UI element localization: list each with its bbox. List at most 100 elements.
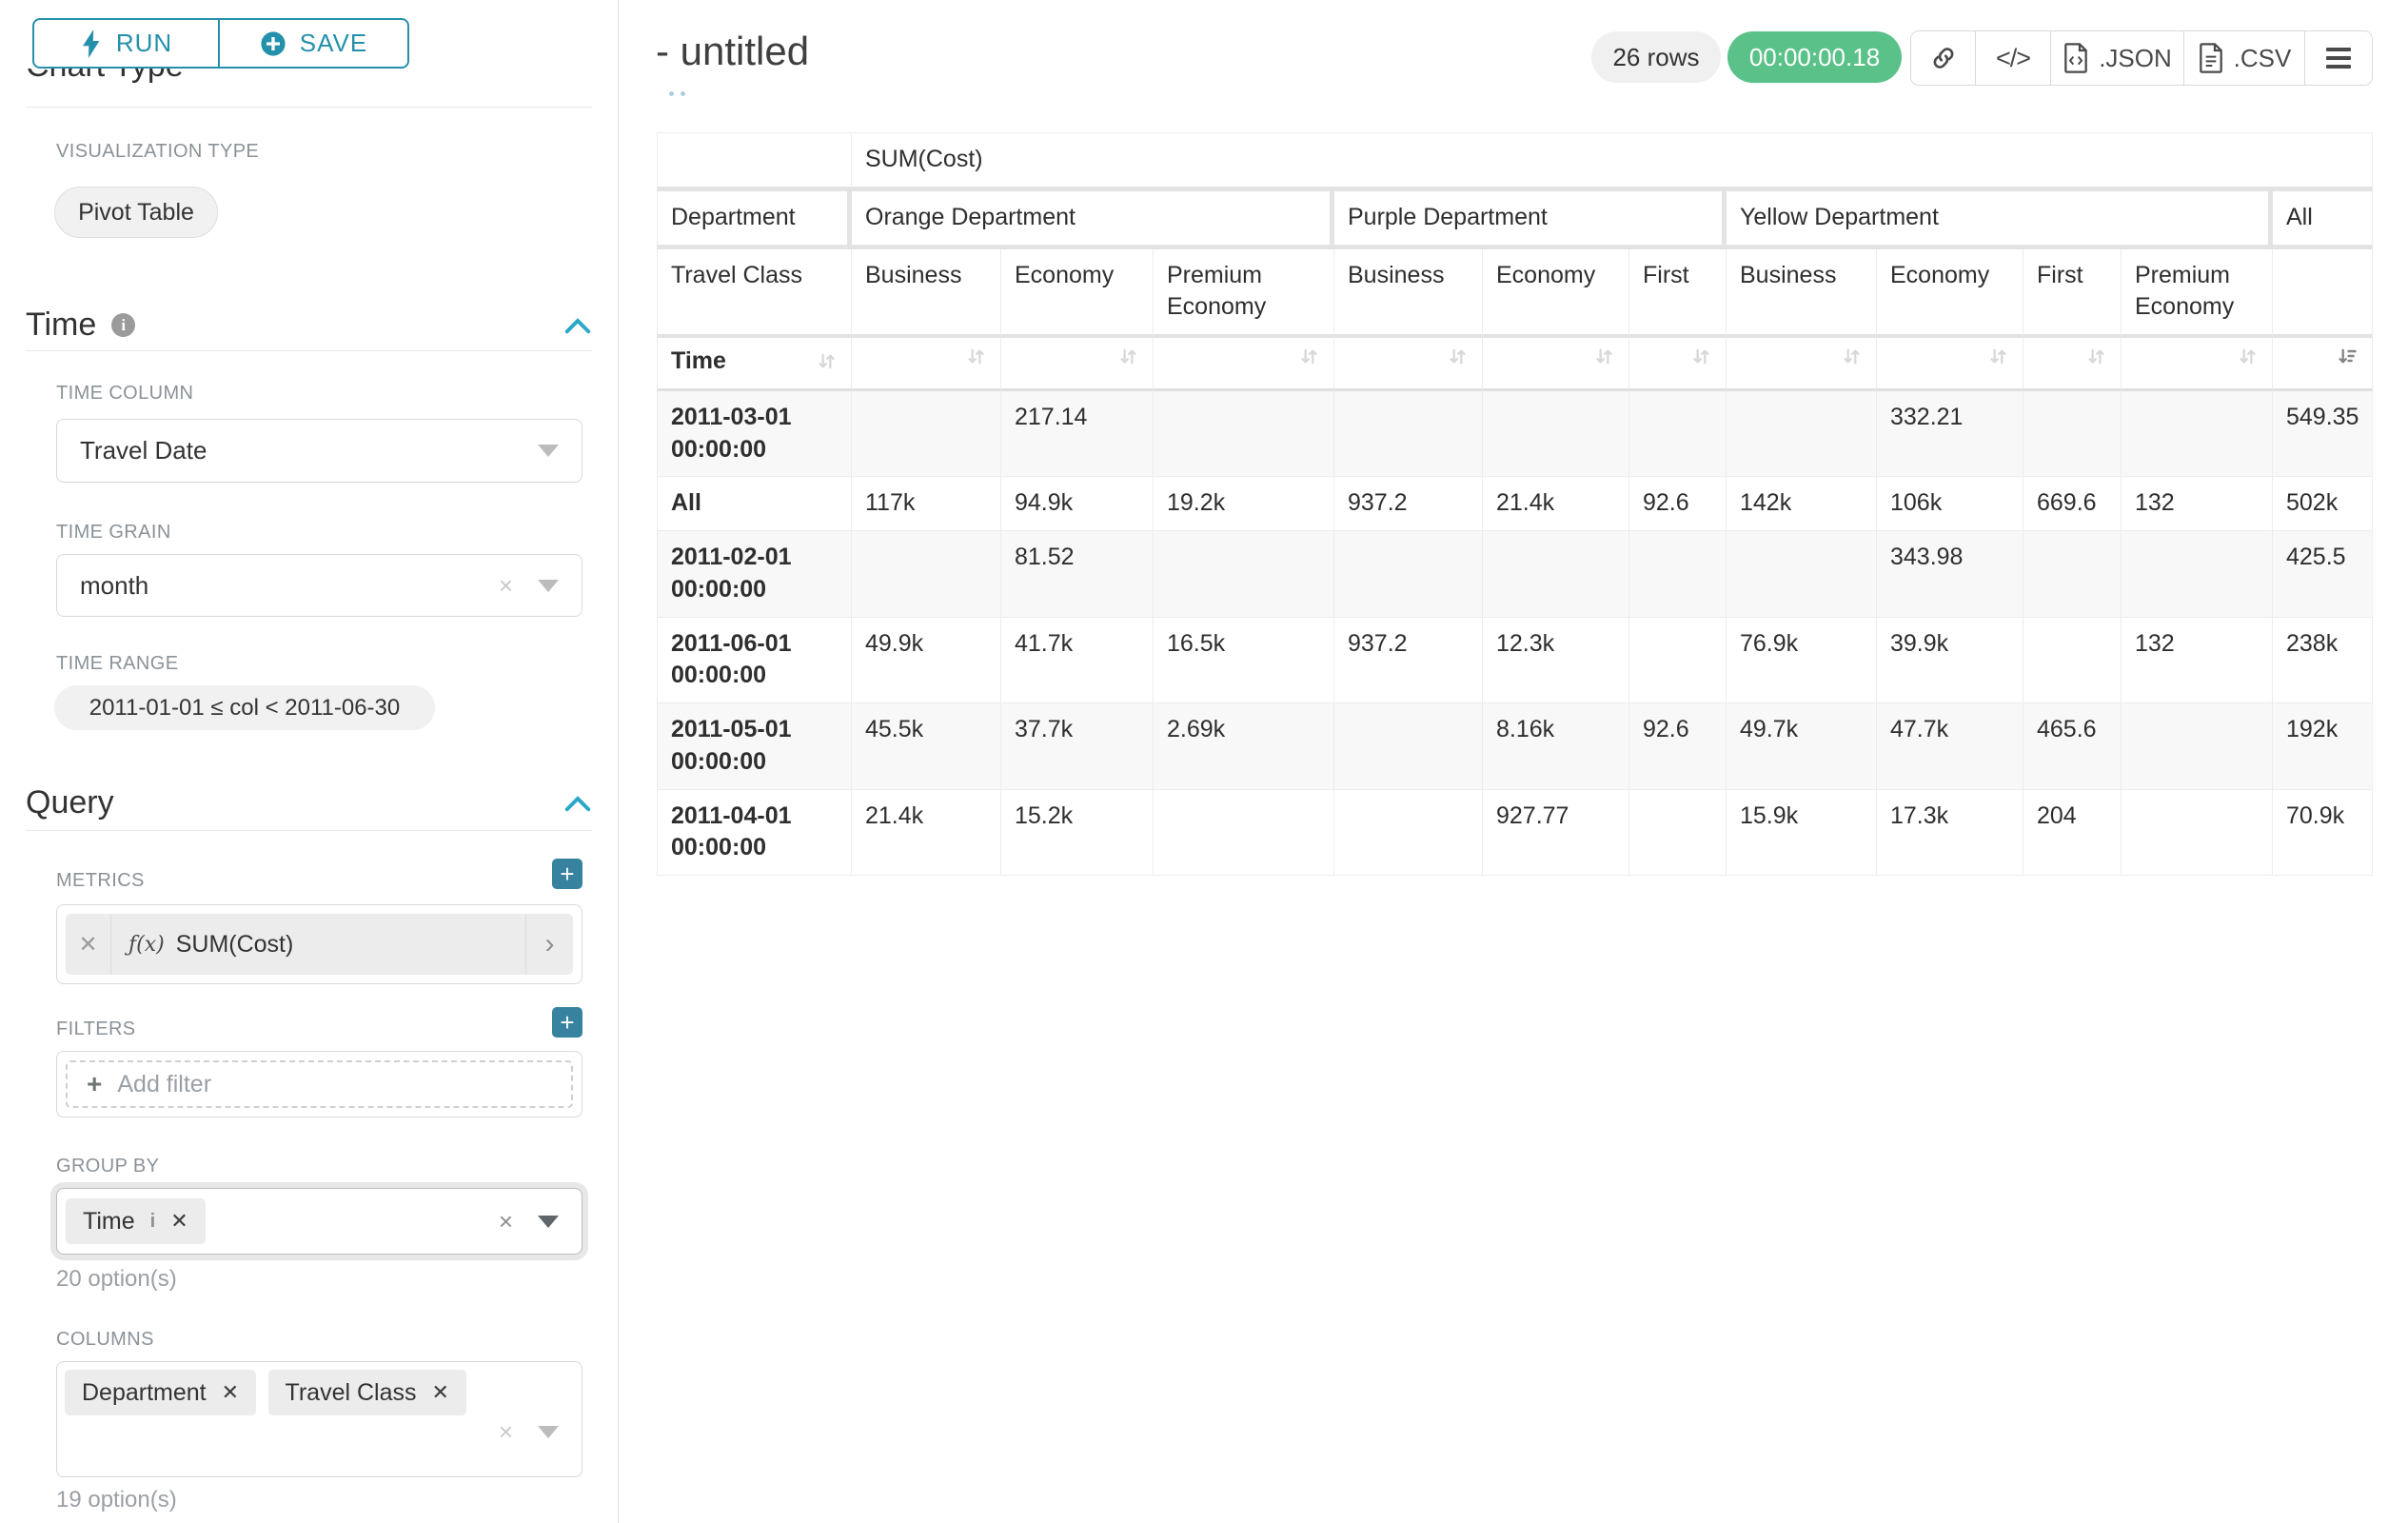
clear-icon[interactable]: ×: [498, 570, 513, 600]
pivot-axis-header: Department: [657, 190, 852, 249]
pivot-cell: 45.5k: [852, 703, 1001, 790]
time-grain-label: TIME GRAIN: [56, 522, 171, 543]
sort-icon: [2240, 348, 2256, 365]
chart-title[interactable]: - untitled: [656, 29, 810, 73]
chevron-up-icon[interactable]: [563, 315, 592, 336]
pivot-cell: 76.9k: [1727, 617, 1877, 703]
sort-toggle[interactable]: [2122, 338, 2273, 391]
pivot-cell: 343.98: [1877, 531, 2023, 618]
add-filter-button[interactable]: + Add filter: [66, 1060, 573, 1108]
pivot-cell: [2122, 390, 2273, 478]
pivot-cell: 16.5k: [1154, 617, 1334, 703]
chevron-up-icon[interactable]: [563, 793, 592, 814]
query-section-header[interactable]: Query: [26, 784, 592, 821]
clear-icon[interactable]: ×: [498, 1417, 513, 1446]
time-grain-select[interactable]: month ×: [56, 554, 582, 617]
pivot-row-label: 2011-02-01 00:00:00: [657, 531, 852, 618]
time-section-header[interactable]: Time i: [26, 307, 592, 344]
pivot-corner-cell: [657, 132, 852, 191]
pivot-cell: 192k: [2273, 703, 2374, 790]
pivot-cell: 47.7k: [1877, 703, 2023, 790]
chevron-right-icon[interactable]: ›: [525, 914, 573, 975]
time-section-title: Time: [26, 307, 97, 343]
file-code-icon: [2064, 43, 2088, 73]
info-icon[interactable]: i: [111, 313, 136, 337]
visualization-type-label: VISUALIZATION TYPE: [56, 141, 260, 162]
group-by-chip[interactable]: Time i ✕: [66, 1198, 206, 1244]
save-button[interactable]: SAVE: [219, 18, 409, 69]
time-column-label: TIME COLUMN: [56, 383, 194, 404]
filters-label: FILTERS: [56, 1019, 136, 1039]
columns-chip[interactable]: Department ✕: [65, 1370, 257, 1415]
pivot-col-header: First: [2023, 248, 2122, 338]
code-icon: </>: [1995, 43, 2031, 72]
lightning-icon: [82, 29, 100, 58]
add-metric-button[interactable]: +: [552, 859, 582, 889]
share-link-button[interactable]: [1911, 31, 1976, 85]
metric-chip[interactable]: ✕ ƒ(x) SUM(Cost) ›: [66, 914, 573, 975]
remove-chip-icon[interactable]: ✕: [221, 1380, 240, 1404]
pivot-cell: [1334, 531, 1483, 618]
add-filter-plus-button[interactable]: +: [552, 1007, 582, 1038]
embed-code-button[interactable]: </>: [1976, 31, 2051, 85]
pivot-cell: 70.9k: [2273, 789, 2374, 876]
pivot-metric-header: SUM(Cost): [852, 132, 2374, 191]
table-row: 2011-05-01 00:00:00 45.5k 37.7k 2.69k 8.16k 9…: [657, 703, 2374, 790]
resize-handle-dots[interactable]: [669, 91, 685, 96]
columns-chip[interactable]: Travel Class ✕: [267, 1370, 466, 1415]
pivot-cell: 106k: [1877, 477, 2023, 531]
remove-chip-icon[interactable]: ✕: [431, 1380, 449, 1404]
section-divider: [26, 350, 592, 351]
filters-box: + Add filter: [56, 1051, 582, 1118]
clear-icon[interactable]: ×: [498, 1206, 513, 1236]
sort-toggle[interactable]: [852, 338, 1001, 391]
pivot-cell: [1334, 703, 1483, 790]
sort-toggle[interactable]: Time: [657, 338, 852, 391]
columns-select[interactable]: Department ✕ Travel Class ✕ ×: [56, 1361, 582, 1477]
export-csv-button[interactable]: .CSV: [2184, 31, 2305, 85]
pivot-cell: [1334, 390, 1483, 478]
pivot-cell: [1727, 390, 1877, 478]
pivot-cell: 21.4k: [852, 789, 1001, 876]
remove-chip-icon[interactable]: ✕: [170, 1209, 188, 1233]
pivot-group-header: Purple Department: [1334, 190, 1727, 249]
sort-toggle[interactable]: [1629, 338, 1727, 391]
pivot-cell: 41.7k: [1001, 617, 1154, 703]
visualization-type-pill[interactable]: Pivot Table: [54, 187, 218, 238]
pivot-cell: 2.69k: [1154, 703, 1334, 790]
pivot-cell: 238k: [2273, 617, 2374, 703]
pivot-col-header: Business: [852, 248, 1001, 338]
pivot-cell: [1629, 789, 1727, 876]
time-column-select[interactable]: Travel Date: [56, 419, 582, 483]
sort-toggle[interactable]: [2273, 338, 2374, 391]
info-icon[interactable]: i: [149, 1210, 156, 1232]
sort-toggle[interactable]: [1483, 338, 1629, 391]
sort-toggle[interactable]: [2023, 338, 2122, 391]
remove-metric-icon[interactable]: ✕: [66, 914, 111, 975]
sort-toggle[interactable]: [1334, 338, 1483, 391]
pivot-group-header: Orange Department: [852, 190, 1334, 249]
pivot-cell: [1727, 531, 1877, 618]
pivot-col-header: Economy: [1001, 248, 1154, 338]
sort-toggle[interactable]: [1877, 338, 2023, 391]
pivot-cell: 15.2k: [1001, 789, 1154, 876]
pivot-cell: 17.3k: [1877, 789, 2023, 876]
sort-toggle[interactable]: [1154, 338, 1334, 391]
pivot-col-header: Economy: [1483, 248, 1629, 338]
sort-icon: [1301, 348, 1317, 365]
sort-toggle[interactable]: [1727, 338, 1877, 391]
sort-icon: [1450, 348, 1466, 365]
run-button[interactable]: RUN: [32, 18, 219, 69]
group-by-select[interactable]: Time i ✕ ×: [56, 1188, 582, 1255]
time-range-pill[interactable]: 2011-01-01 ≤ col < 2011-06-30: [54, 685, 435, 730]
menu-button[interactable]: [2305, 31, 2372, 85]
pivot-col-header: [2273, 248, 2374, 338]
pivot-cell: [2122, 789, 2273, 876]
hamburger-icon: [2326, 48, 2351, 69]
sort-toggle[interactable]: [1001, 338, 1154, 391]
table-row: 2011-04-01 00:00:00 21.4k 15.2k 927.77 15.9k…: [657, 789, 2374, 876]
sort-desc-icon: [2339, 348, 2358, 364]
pivot-cell: 142k: [1727, 477, 1877, 531]
export-json-button[interactable]: .JSON: [2051, 31, 2184, 85]
